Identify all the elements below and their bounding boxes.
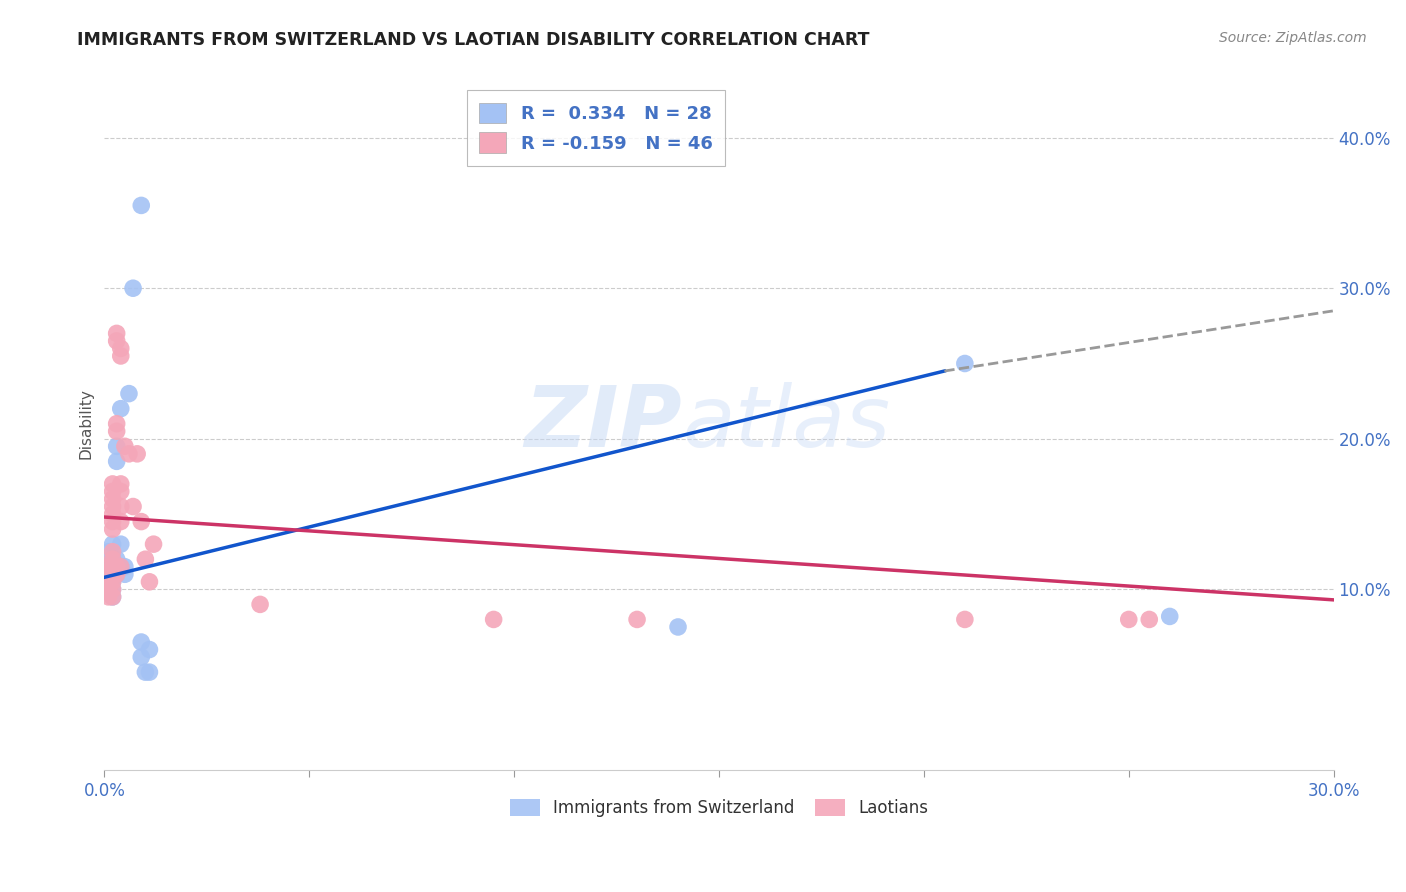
Point (114, 439, 136, 453)
Point (129, 515, 152, 529)
Point (127, 447, 149, 461)
Point (110, 559, 132, 574)
Point (105, 454, 128, 468)
Point (105, 326, 128, 341)
Point (110, 477, 132, 491)
Point (482, 612, 505, 626)
Point (110, 537, 132, 551)
Point (1159, 609, 1181, 624)
Point (110, 500, 132, 514)
Point (101, 484, 124, 499)
Point (101, 537, 124, 551)
Point (105, 439, 128, 453)
Legend: Immigrants from Switzerland, Laotians: Immigrants from Switzerland, Laotians (503, 792, 935, 824)
Point (105, 559, 128, 574)
Point (114, 567, 136, 582)
Point (97, 544, 120, 558)
Point (101, 574, 124, 589)
Text: IMMIGRANTS FROM SWITZERLAND VS LAOTIAN DISABILITY CORRELATION CHART: IMMIGRANTS FROM SWITZERLAND VS LAOTIAN D… (77, 31, 870, 49)
Point (249, 598, 271, 612)
Point (101, 574, 124, 589)
Text: ZIP: ZIP (524, 382, 682, 466)
Point (101, 552, 124, 566)
Point (953, 612, 976, 626)
Point (626, 612, 648, 626)
Point (110, 349, 132, 363)
Point (110, 342, 132, 356)
Point (101, 567, 124, 582)
Point (101, 582, 124, 597)
Point (134, 665, 156, 680)
Point (138, 665, 160, 680)
Point (97, 574, 120, 589)
Point (105, 424, 128, 438)
Point (110, 484, 132, 499)
Point (97, 590, 120, 604)
Point (101, 590, 124, 604)
Text: Source: ZipAtlas.com: Source: ZipAtlas.com (1219, 31, 1367, 45)
Point (97, 559, 120, 574)
Point (105, 559, 128, 574)
Point (105, 417, 128, 431)
Point (101, 567, 124, 582)
Point (138, 574, 160, 589)
Point (129, 198, 152, 212)
Point (101, 477, 124, 491)
Point (101, 582, 124, 597)
Point (105, 567, 128, 582)
Point (101, 515, 124, 529)
Point (138, 642, 160, 657)
Point (101, 491, 124, 506)
Point (134, 552, 156, 566)
Point (101, 590, 124, 604)
Point (122, 500, 145, 514)
Point (666, 620, 689, 634)
Point (129, 650, 152, 665)
Point (105, 334, 128, 348)
Point (97, 559, 120, 574)
Point (953, 357, 976, 371)
Point (118, 447, 141, 461)
Point (114, 559, 136, 574)
Point (1118, 612, 1140, 626)
Point (101, 559, 124, 574)
Y-axis label: Disability: Disability (79, 388, 93, 459)
Point (101, 552, 124, 566)
Point (101, 544, 124, 558)
Point (142, 537, 165, 551)
Point (122, 281, 145, 295)
Point (118, 386, 141, 401)
Point (110, 401, 132, 416)
Point (110, 559, 132, 574)
Point (97, 567, 120, 582)
Point (110, 515, 132, 529)
Point (101, 500, 124, 514)
Point (105, 567, 128, 582)
Point (101, 507, 124, 521)
Point (105, 552, 128, 566)
Point (129, 635, 152, 649)
Point (1137, 612, 1160, 626)
Text: atlas: atlas (682, 382, 890, 466)
Point (97, 582, 120, 597)
Point (101, 522, 124, 536)
